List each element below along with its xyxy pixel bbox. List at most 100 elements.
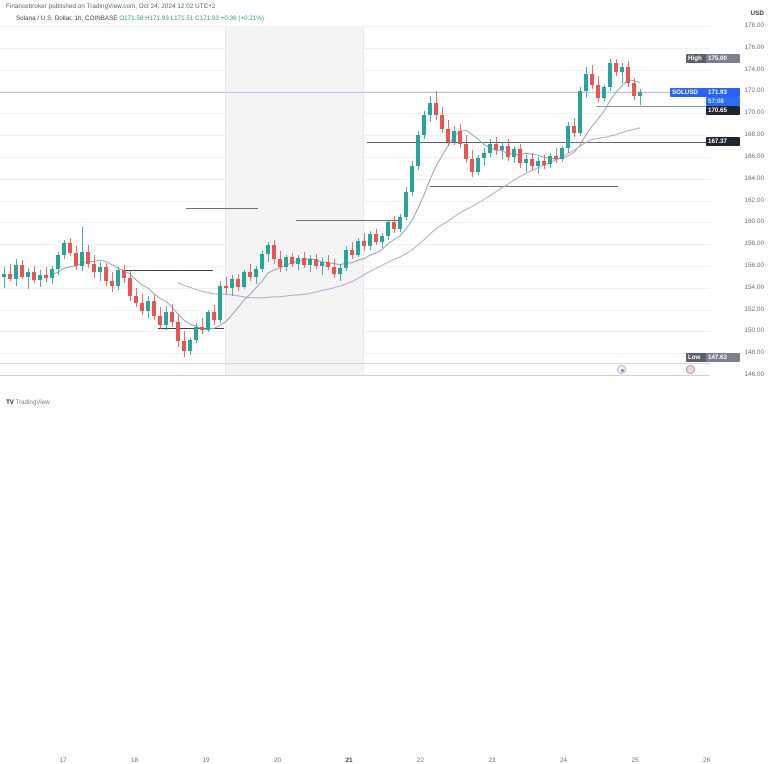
candle-body xyxy=(2,273,6,277)
candle-body xyxy=(170,311,174,322)
candle-body xyxy=(614,63,618,72)
price-tick: 170.00 xyxy=(744,109,764,117)
candle-body xyxy=(440,115,444,129)
tradingview-logo: TV TradingView xyxy=(6,399,50,406)
candle-body xyxy=(566,126,570,149)
candle-body xyxy=(182,341,186,351)
candle-wick xyxy=(622,63,623,83)
high-value: H171.93 xyxy=(145,15,169,22)
date-tick: 26 xyxy=(702,757,711,764)
time-axis-line xyxy=(0,375,710,376)
candle-body xyxy=(284,257,288,268)
candle-body xyxy=(530,159,534,166)
candle-body xyxy=(230,279,234,288)
candle-body xyxy=(80,251,84,266)
candle-body xyxy=(116,270,120,286)
candle-body xyxy=(350,249,354,256)
candle-body xyxy=(584,73,588,92)
candle-body xyxy=(512,149,516,157)
candle-body xyxy=(98,267,102,273)
candle-body xyxy=(620,67,624,72)
candle-body xyxy=(14,264,18,280)
high-tag-value: 175.00 xyxy=(706,54,740,64)
price-level-line xyxy=(158,328,224,330)
candle-body xyxy=(428,103,432,116)
date-tick: 20 xyxy=(273,757,282,764)
open-value: O171.58 xyxy=(119,15,144,22)
candle-body xyxy=(68,243,72,253)
chart-plot-area[interactable] xyxy=(0,26,710,375)
candle-body xyxy=(464,143,468,160)
candle-wick xyxy=(10,263,11,282)
candle-wick xyxy=(226,276,227,295)
candle-body xyxy=(50,269,54,278)
candle-wick xyxy=(640,89,641,105)
candle-body xyxy=(62,243,66,256)
candle-body xyxy=(302,258,306,265)
candle-body xyxy=(146,300,150,311)
candle-body xyxy=(38,274,42,281)
tradingview-logo-mark: TV xyxy=(6,399,14,406)
candle-body xyxy=(128,277,132,297)
candle-body xyxy=(572,126,576,133)
price-tick: 168.00 xyxy=(744,131,764,139)
tradingview-chart-screenshot: Financebroker published on TradingView.c… xyxy=(0,3,768,764)
candle-body xyxy=(158,316,162,325)
candle-wick xyxy=(4,267,5,288)
symbol-ohlc-legend: Solana / U.S. Dollar, 1h, COINBASE O171.… xyxy=(16,15,264,22)
price-level-line xyxy=(296,220,400,222)
date-tick: 22 xyxy=(416,757,425,764)
price-tick: 174.00 xyxy=(744,65,764,73)
candle-body xyxy=(362,240,366,247)
candle-body xyxy=(320,261,324,266)
close-value: C171.93 xyxy=(195,15,219,22)
candle-body xyxy=(536,161,540,166)
candle-body xyxy=(74,252,78,266)
candle-body xyxy=(122,270,126,278)
candle-body xyxy=(326,261,330,267)
price-level-line xyxy=(124,270,213,272)
candle-body xyxy=(518,149,522,164)
candle-body xyxy=(524,159,528,164)
candle-body xyxy=(602,87,606,98)
candle-body xyxy=(506,145,510,157)
candle-body xyxy=(242,272,246,287)
candle-body xyxy=(578,91,582,133)
price-level-line xyxy=(0,92,710,94)
candle-body xyxy=(92,263,96,273)
time-axis[interactable]: 17 18 19 20 21 22 23 24 25 26 xyxy=(0,376,768,764)
candle-body xyxy=(398,216,402,229)
candle-body xyxy=(554,155,558,160)
attribution-text: Financebroker published on TradingView.c… xyxy=(6,3,216,10)
candle-body xyxy=(110,281,114,286)
candle-body xyxy=(494,143,498,151)
tradingview-logo-text: TradingView xyxy=(15,399,50,406)
price-tick: 146.00 xyxy=(744,371,764,378)
candle-body xyxy=(344,249,348,269)
candle-body xyxy=(452,130,456,142)
candle-body xyxy=(212,311,216,321)
date-tick: 21 xyxy=(345,757,353,764)
candle-body xyxy=(608,63,612,88)
highlight-region xyxy=(225,26,363,375)
price-axis[interactable]: USD 178.00 176.00 174.00 172.00 170.00 168.00… xyxy=(670,10,768,385)
last-price-tag: 171.93 xyxy=(706,87,740,97)
price-tick: 166.00 xyxy=(744,152,764,160)
price-tick: 154.00 xyxy=(744,283,764,291)
candle-body xyxy=(236,279,240,287)
candle-body xyxy=(434,103,438,116)
candle-body xyxy=(458,130,462,144)
low-tag-label: Low xyxy=(686,352,708,362)
earnings-event-marker-icon[interactable] xyxy=(686,365,695,374)
candle-body xyxy=(272,245,276,260)
economic-event-marker-icon[interactable] xyxy=(617,365,626,374)
candle-wick xyxy=(526,154,527,173)
candle-body xyxy=(266,245,270,254)
date-tick: 24 xyxy=(559,757,568,764)
candle-body xyxy=(632,82,636,96)
candle-body xyxy=(56,255,60,270)
candle-body xyxy=(596,84,600,98)
price-tick: 164.00 xyxy=(744,174,764,182)
high-tag-label: High xyxy=(686,54,708,64)
price-tick: 158.00 xyxy=(744,240,764,248)
